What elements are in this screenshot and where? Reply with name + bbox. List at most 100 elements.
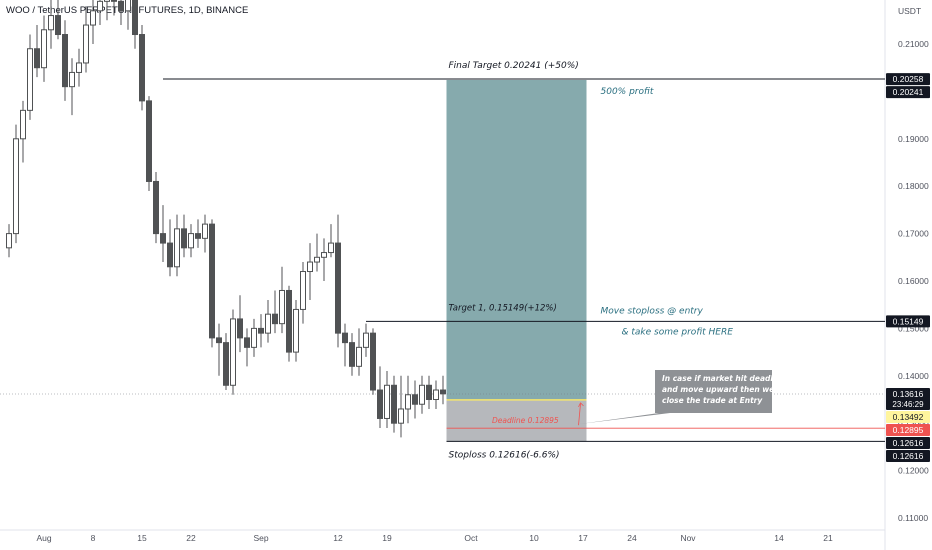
move-stoploss-label: Move stoploss @ entry: [601, 306, 704, 316]
candle-body: [307, 261, 313, 273]
y-tick-label: 0.19000: [898, 134, 929, 144]
candle-body: [48, 15, 54, 31]
candle: [237, 295, 243, 353]
candle: [258, 314, 264, 348]
candle: [83, 6, 89, 73]
candle: [90, 0, 96, 44]
y-tick-label: 0.12000: [898, 466, 929, 476]
price-label-bg: [886, 437, 930, 450]
deadline-label: Deadline 0.12895: [492, 416, 559, 425]
price-label-text: 0.13616: [893, 389, 924, 399]
candle: [244, 328, 250, 367]
candle-body: [97, 0, 103, 12]
candle-body: [202, 223, 208, 239]
price-label-bg: [886, 450, 930, 463]
x-tick-label: 8: [91, 533, 96, 543]
price-label-bg: [886, 411, 930, 424]
candle: [293, 299, 299, 362]
candle-body: [230, 318, 236, 386]
candle-body: [41, 29, 47, 69]
candle: [139, 25, 145, 111]
candle-body: [398, 408, 404, 424]
candle-body: [188, 233, 194, 249]
y-tick-label: 0.15000: [898, 323, 929, 333]
candle-body: [160, 233, 166, 244]
candle: [41, 15, 47, 82]
candle-body: [405, 394, 411, 410]
candle: [391, 375, 397, 433]
deadline-arrow: [578, 402, 584, 426]
candle-body: [209, 223, 215, 339]
candle-body: [216, 337, 222, 344]
price-label-text: 0.20258: [893, 74, 924, 84]
candle: [419, 375, 425, 414]
loss-zone: [446, 399, 587, 442]
candle-body: [363, 332, 369, 348]
candle: [440, 375, 446, 405]
currency-label: USDT: [898, 6, 922, 16]
y-tick-label: 0.21000: [898, 39, 929, 49]
candle: [342, 323, 348, 367]
y-tick-label: 0.17000: [898, 229, 929, 239]
candle-body: [328, 242, 334, 254]
candle: [132, 0, 138, 49]
x-tick-label: Aug: [36, 533, 51, 543]
candle-body: [90, 10, 96, 26]
candle: [6, 224, 12, 258]
candle-body: [223, 342, 229, 386]
candle-body: [426, 384, 432, 400]
price-label: 0.12895: [886, 424, 930, 437]
callout-bubble: [578, 370, 772, 425]
y-tick-label: 0.18000: [898, 181, 929, 191]
candle: [202, 214, 208, 253]
candle-body: [251, 327, 257, 348]
x-tick-label: Nov: [680, 533, 696, 543]
candle-body: [279, 289, 285, 325]
x-tick-label: 14: [774, 533, 784, 543]
candle: [349, 333, 355, 376]
candle: [118, 0, 124, 26]
candle-body: [139, 34, 145, 102]
price-label: 0.13492: [886, 411, 930, 424]
candle-body: [370, 332, 376, 391]
candle: [300, 262, 306, 324]
candle-body: [83, 24, 89, 64]
candle-body: [356, 346, 362, 367]
candle-body: [20, 109, 26, 140]
y-tick-label: 0.16000: [898, 276, 929, 286]
candle-body: [377, 389, 383, 419]
candle-body: [69, 71, 75, 88]
candle: [433, 380, 439, 409]
y-tick-label: 0.13000: [898, 418, 929, 428]
candle: [286, 285, 292, 362]
candle-body: [27, 48, 33, 111]
candle-body: [153, 180, 159, 235]
candle: [412, 380, 418, 419]
candle-body: [167, 242, 173, 268]
candle: [426, 375, 432, 409]
price-label-text: 0.12616: [893, 438, 924, 448]
candle: [76, 48, 82, 87]
candle: [188, 224, 194, 258]
price-label-countdown: 23:46:29: [892, 400, 924, 409]
candle-body: [419, 384, 425, 405]
candle-body: [13, 138, 19, 235]
candle: [363, 323, 369, 357]
price-label: 0.20241: [886, 86, 930, 99]
x-tick-label: 22: [186, 533, 196, 543]
candle: [174, 214, 180, 277]
candle-body: [272, 313, 278, 325]
candle-body: [265, 313, 271, 334]
candle-body: [104, 0, 110, 2]
candle: [335, 214, 341, 348]
candle-body: [349, 342, 355, 367]
candle-body: [286, 289, 292, 353]
final-target-label: Final Target 0.20241 (+50%): [449, 61, 579, 71]
candle-body: [118, 0, 124, 12]
candle-body: [6, 233, 12, 249]
candle: [328, 224, 334, 258]
profit-label: 500% profit: [601, 87, 654, 97]
candle-body: [76, 62, 82, 73]
